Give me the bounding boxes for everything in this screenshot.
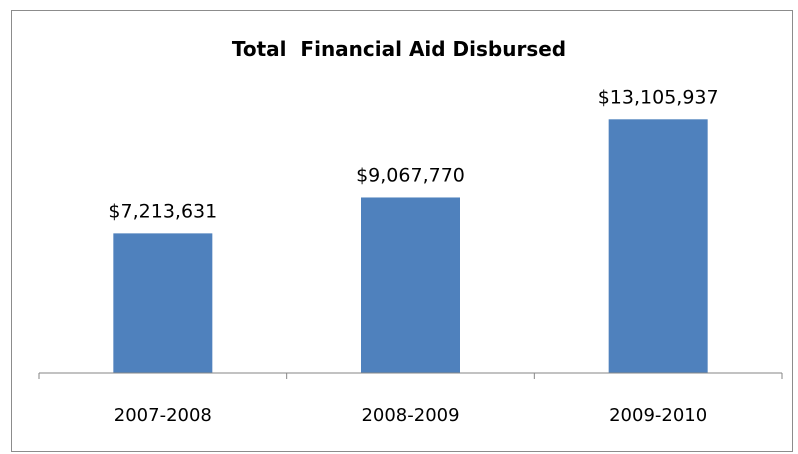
chart-title: Total Financial Aid Disbursed: [231, 37, 567, 61]
x-tick-label-2007-2008: 2007-2008: [114, 405, 212, 426]
x-tick-label-2009-2010: 2009-2010: [609, 405, 707, 426]
data-label-2009-2010: $13,105,937: [598, 86, 719, 108]
data-label-2008-2009: $9,067,770: [356, 164, 465, 186]
bar-2008-2009: [361, 197, 460, 373]
bar-2007-2008: [113, 233, 213, 373]
bar-2009-2010: [608, 119, 708, 373]
data-label-2007-2008: $7,213,631: [108, 200, 217, 222]
x-tick-label-2008-2009: 2008-2009: [361, 405, 459, 426]
